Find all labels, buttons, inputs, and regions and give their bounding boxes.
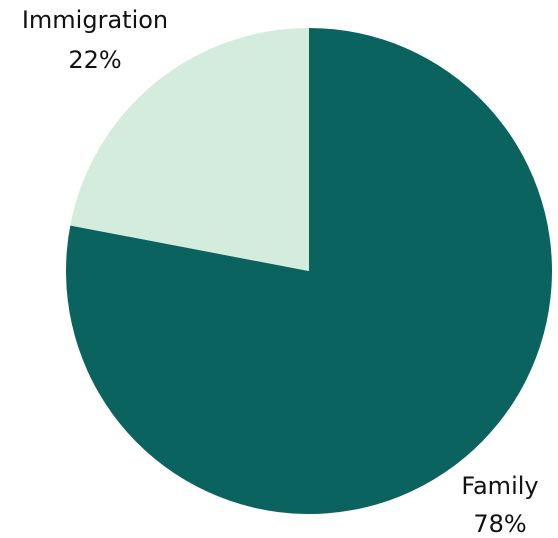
slice-label-family: Family bbox=[461, 472, 538, 500]
pie-slice-immigration bbox=[70, 28, 309, 271]
pie-slice-family bbox=[65, 28, 552, 514]
slice-value-immigration: 22% bbox=[68, 46, 121, 74]
pie-labels: Family 78% Immigration 22% bbox=[22, 6, 539, 538]
slice-label-immigration: Immigration bbox=[22, 6, 168, 34]
pie-slices bbox=[65, 28, 552, 514]
slice-value-family: 78% bbox=[473, 510, 526, 538]
